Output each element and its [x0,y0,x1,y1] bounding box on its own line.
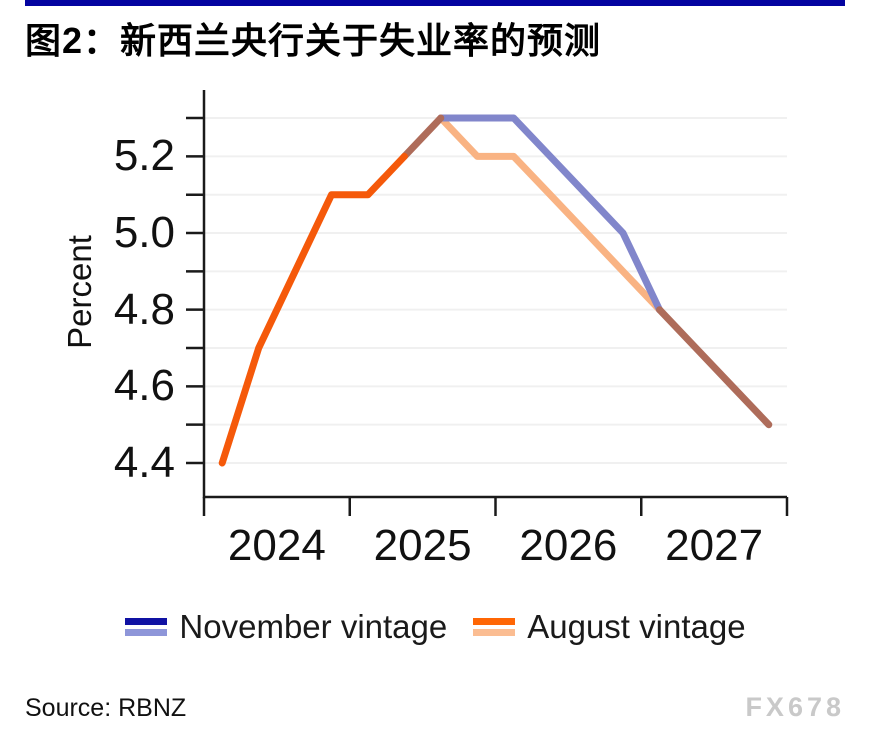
axes [202,90,787,499]
page-title: 图2：新西兰央行关于失业率的预测 [25,20,602,61]
title-accent-bar [25,0,845,6]
august-line-swatch [473,618,516,636]
november-forecast-swatch-bar [125,629,168,636]
source-text: Source: RBNZ [25,694,187,722]
november-actual-swatch-bar [125,618,168,625]
series-segment-november-forecast [437,114,663,314]
series-segment-august-forecast [437,114,663,314]
series-segment-shared-fall [656,306,773,429]
legend-item-november: November vintage [125,608,447,646]
legend-item-august: August vintage [473,608,746,646]
series-segment-shared-rise [400,114,445,160]
series-segment-august-actual [218,152,408,467]
november-line-swatch [125,618,168,636]
watermark-text: FX678 [745,692,845,722]
august-forecast-swatch-bar [473,629,516,636]
legend-label-november: November vintage [179,608,448,645]
august-actual-swatch-bar [473,618,516,625]
chart-legend: November vintage August vintage [0,608,871,646]
legend-label-august: August vintage [527,608,746,645]
